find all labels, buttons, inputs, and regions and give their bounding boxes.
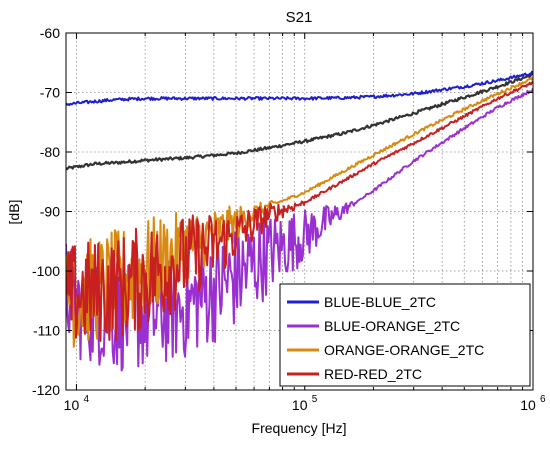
x-axis-label: Frequency [Hz] (252, 420, 347, 436)
legend-label: RED-RED_2TC (324, 366, 422, 382)
legend: BLUE-BLUE_2TC BLUE-ORANGE_2TC ORANGE-ORANG… (279, 283, 531, 387)
chart-title: S21 (286, 9, 313, 26)
y-tick-label: -80 (40, 144, 60, 160)
x-tick-label: 10 (292, 397, 308, 413)
series-line (66, 72, 533, 171)
y-tick-label: -90 (40, 204, 60, 220)
x-tick-label-exponent: 4 (83, 394, 89, 405)
series-line (66, 76, 533, 348)
y-tick-label: -120 (32, 382, 60, 398)
legend-box (279, 283, 531, 387)
y-tick-label: -60 (40, 25, 60, 41)
x-tick-label: 10 (520, 397, 536, 413)
legend-label: ORANGE-ORANGE_2TC (324, 342, 484, 358)
y-axis-label: [dB] (6, 200, 22, 225)
y-tick-label: -70 (40, 85, 60, 101)
x-tick-labels: 10 4 10 5 10 6 (64, 394, 546, 413)
tick-marks (65, 32, 533, 391)
x-tick-label-exponent: 6 (540, 394, 546, 405)
series-line (66, 80, 533, 342)
series-layer (66, 70, 533, 372)
y-tick-label: -100 (32, 263, 60, 279)
x-tick-label: 10 (64, 397, 80, 413)
y-tick-label: -110 (33, 323, 60, 339)
legend-label: BLUE-BLUE_2TC (324, 294, 436, 310)
x-tick-label-exponent: 5 (312, 394, 318, 405)
series-line (66, 70, 533, 107)
y-tick-labels: -60 -70 -80 -90 -100 -110 -120 (32, 25, 60, 398)
legend-label: BLUE-ORANGE_2TC (324, 318, 460, 334)
